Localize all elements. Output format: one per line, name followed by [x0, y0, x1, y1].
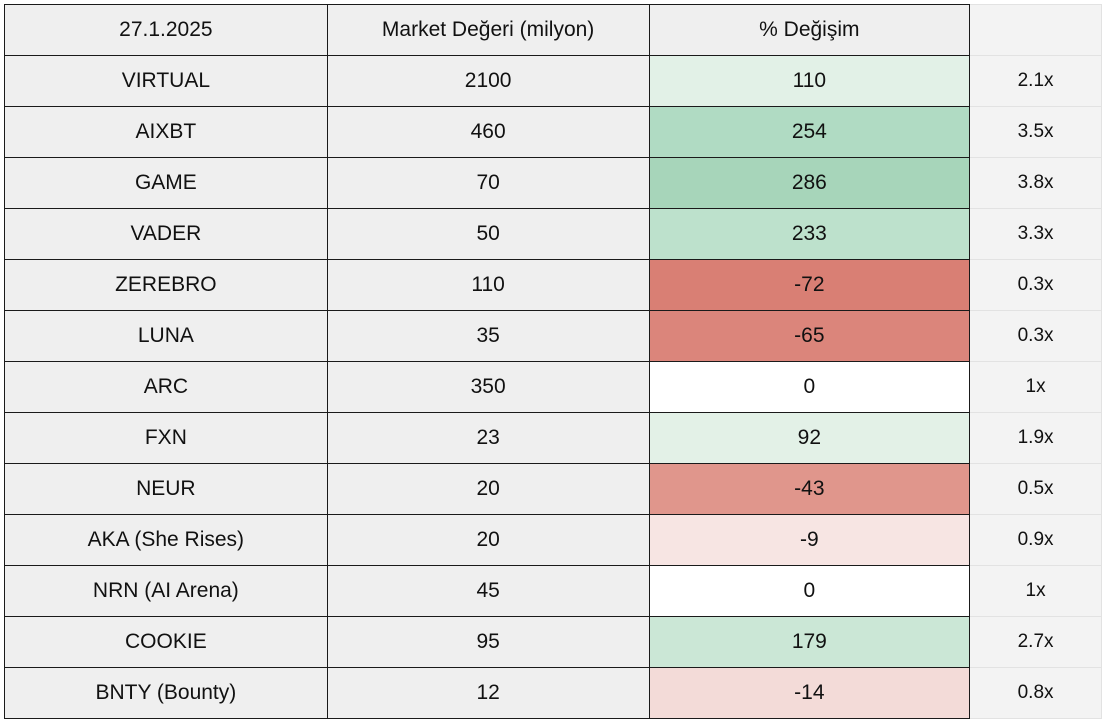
- market-value-cell[interactable]: 460: [326, 106, 650, 158]
- multiplier-cell[interactable]: 0.5x: [969, 463, 1102, 515]
- market-value-cell[interactable]: 50: [326, 208, 650, 260]
- table-body: 27.1.2025 Market Değeri (milyon) % Değiş…: [4, 4, 1102, 719]
- header-change-cell[interactable]: % Değişim: [648, 4, 971, 56]
- token-name-cell[interactable]: ARC: [4, 361, 328, 413]
- table-row: GAME 70 286 3.8x: [4, 157, 1102, 209]
- table-row: ARC 350 0 1x: [4, 361, 1102, 413]
- multiplier-cell[interactable]: 0.3x: [969, 259, 1102, 311]
- change-percent-cell[interactable]: 110: [648, 55, 971, 107]
- market-value-cell[interactable]: 12: [326, 667, 650, 719]
- change-percent-cell[interactable]: 179: [648, 616, 971, 668]
- market-value-cell[interactable]: 95: [326, 616, 650, 668]
- table-row: AKA (She Rises) 20 -9 0.9x: [4, 514, 1102, 566]
- table-row: FXN 23 92 1.9x: [4, 412, 1102, 464]
- token-name-cell[interactable]: NEUR: [4, 463, 328, 515]
- multiplier-cell[interactable]: 3.3x: [969, 208, 1102, 260]
- token-name-cell[interactable]: AKA (She Rises): [4, 514, 328, 566]
- change-percent-cell[interactable]: -9: [648, 514, 971, 566]
- market-value-cell[interactable]: 45: [326, 565, 650, 617]
- header-multiplier-cell[interactable]: [969, 4, 1102, 56]
- header-row: 27.1.2025 Market Değeri (milyon) % Değiş…: [4, 4, 1102, 56]
- table-row: AIXBT 460 254 3.5x: [4, 106, 1102, 158]
- change-percent-cell[interactable]: -14: [648, 667, 971, 719]
- token-name-cell[interactable]: ZEREBRO: [4, 259, 328, 311]
- table-row: VIRTUAL 2100 110 2.1x: [4, 55, 1102, 107]
- token-name-cell[interactable]: LUNA: [4, 310, 328, 362]
- table-row: LUNA 35 -65 0.3x: [4, 310, 1102, 362]
- token-name-cell[interactable]: NRN (AI Arena): [4, 565, 328, 617]
- change-percent-cell[interactable]: -72: [648, 259, 971, 311]
- token-name-cell[interactable]: AIXBT: [4, 106, 328, 158]
- change-percent-cell[interactable]: -65: [648, 310, 971, 362]
- multiplier-cell[interactable]: 0.9x: [969, 514, 1102, 566]
- header-market-value-cell[interactable]: Market Değeri (milyon): [326, 4, 650, 56]
- market-value-cell[interactable]: 20: [326, 514, 650, 566]
- market-value-cell[interactable]: 20: [326, 463, 650, 515]
- market-value-cell[interactable]: 110: [326, 259, 650, 311]
- table-row: BNTY (Bounty) 12 -14 0.8x: [4, 667, 1102, 719]
- table-row: NRN (AI Arena) 45 0 1x: [4, 565, 1102, 617]
- table-row: NEUR 20 -43 0.5x: [4, 463, 1102, 515]
- table-row: ZEREBRO 110 -72 0.3x: [4, 259, 1102, 311]
- market-value-cell[interactable]: 2100: [326, 55, 650, 107]
- data-table: 27.1.2025 Market Değeri (milyon) % Değiş…: [4, 4, 1102, 719]
- multiplier-cell[interactable]: 2.1x: [969, 55, 1102, 107]
- token-name-cell[interactable]: FXN: [4, 412, 328, 464]
- multiplier-cell[interactable]: 3.8x: [969, 157, 1102, 209]
- change-percent-cell[interactable]: -43: [648, 463, 971, 515]
- market-value-cell[interactable]: 35: [326, 310, 650, 362]
- multiplier-cell[interactable]: 0.3x: [969, 310, 1102, 362]
- multiplier-cell[interactable]: 1x: [969, 565, 1102, 617]
- market-value-cell[interactable]: 70: [326, 157, 650, 209]
- change-percent-cell[interactable]: 286: [648, 157, 971, 209]
- table-row: VADER 50 233 3.3x: [4, 208, 1102, 260]
- multiplier-cell[interactable]: 1x: [969, 361, 1102, 413]
- market-value-cell[interactable]: 350: [326, 361, 650, 413]
- token-name-cell[interactable]: VIRTUAL: [4, 55, 328, 107]
- change-percent-cell[interactable]: 0: [648, 361, 971, 413]
- table-row: COOKIE 95 179 2.7x: [4, 616, 1102, 668]
- token-name-cell[interactable]: GAME: [4, 157, 328, 209]
- multiplier-cell[interactable]: 0.8x: [969, 667, 1102, 719]
- header-date-cell[interactable]: 27.1.2025: [4, 4, 328, 56]
- multiplier-cell[interactable]: 3.5x: [969, 106, 1102, 158]
- change-percent-cell[interactable]: 254: [648, 106, 971, 158]
- change-percent-cell[interactable]: 0: [648, 565, 971, 617]
- multiplier-cell[interactable]: 1.9x: [969, 412, 1102, 464]
- market-value-cell[interactable]: 23: [326, 412, 650, 464]
- token-name-cell[interactable]: VADER: [4, 208, 328, 260]
- token-name-cell[interactable]: BNTY (Bounty): [4, 667, 328, 719]
- token-name-cell[interactable]: COOKIE: [4, 616, 328, 668]
- change-percent-cell[interactable]: 233: [648, 208, 971, 260]
- multiplier-cell[interactable]: 2.7x: [969, 616, 1102, 668]
- change-percent-cell[interactable]: 92: [648, 412, 971, 464]
